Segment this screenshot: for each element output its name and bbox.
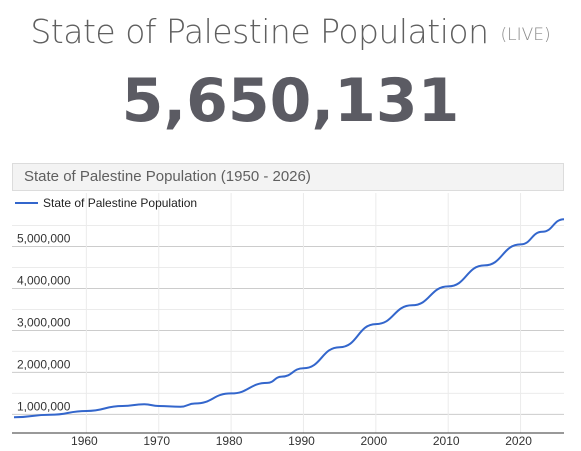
series-layer — [13, 218, 564, 419]
legend[interactable]: State of Palestine Population — [15, 196, 197, 210]
live-label: (LIVE) — [500, 25, 551, 45]
series-line[interactable] — [13, 218, 564, 419]
chart-title-bar: State of Palestine Population (1950 - 20… — [12, 163, 564, 191]
chart-area: 1,000,000 2,000,000 3,000,000 4,000,000 5,00… — [12, 191, 564, 451]
x-tick-label: 1980 — [216, 434, 243, 448]
live-population-counter: 5,650,131 — [121, 66, 460, 136]
x-tick-label: 1990 — [288, 434, 315, 448]
y-tick-label: 3,000,000 — [17, 315, 71, 329]
x-tick-label: 1970 — [143, 434, 170, 448]
y-tick-label: 5,000,000 — [17, 231, 71, 245]
y-tick-label: 1,000,000 — [17, 399, 71, 413]
page-title-text: State of Palestine Population — [30, 12, 489, 51]
y-tick-label: 4,000,000 — [17, 273, 71, 287]
population-line-chart: 1,000,000 2,000,000 3,000,000 4,000,000 5,00… — [12, 193, 564, 448]
page-title: State of Palestine Population (LIVE) — [0, 12, 581, 51]
legend-label[interactable]: State of Palestine Population — [43, 196, 197, 210]
x-axis-labels: 1960 1970 1980 1990 2000 2010 2020 — [71, 434, 532, 448]
y-axis-labels: 1,000,000 2,000,000 3,000,000 4,000,000 5,00… — [17, 231, 71, 413]
x-tick-label: 1960 — [71, 434, 98, 448]
y-tick-label: 2,000,000 — [17, 357, 71, 371]
x-tick-label: 2000 — [360, 434, 387, 448]
x-tick-label: 2020 — [505, 434, 532, 448]
x-tick-label: 2010 — [433, 434, 460, 448]
grid-lines — [12, 193, 564, 434]
